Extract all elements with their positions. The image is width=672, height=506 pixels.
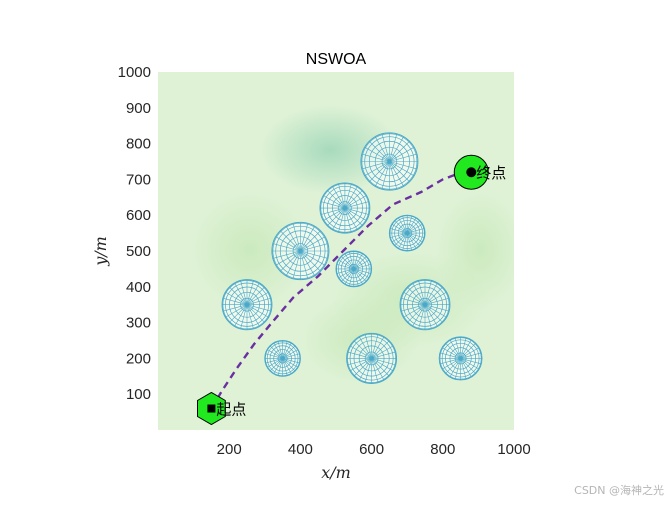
goal-marker: [453, 154, 489, 190]
obstacle-sphere: [346, 332, 398, 384]
goal-point: [466, 167, 477, 178]
x-tick-label: 200: [217, 441, 242, 458]
x-tick-label: 400: [288, 441, 313, 458]
y-axis-ticks: 100 200 300 400 500 600 700 800 900 1000: [118, 64, 151, 403]
y-tick-label: 400: [126, 279, 151, 296]
y-tick-label: 100: [126, 386, 151, 403]
x-tick-label: 800: [430, 441, 455, 458]
x-tick-label: 600: [359, 441, 384, 458]
obstacle-sphere: [221, 279, 273, 331]
chart-title: NSWOA: [306, 51, 367, 68]
y-tick-label: 200: [126, 350, 151, 367]
start-point: [207, 404, 216, 413]
y-tick-label: 300: [126, 315, 151, 332]
obstacle-sphere: [388, 214, 426, 252]
obstacle-sphere: [335, 250, 373, 288]
obstacle-sphere: [271, 221, 330, 281]
obstacle-sphere: [360, 132, 419, 191]
obstacle-sphere: [438, 336, 483, 381]
goal-label: 终点: [476, 164, 506, 182]
start-label: 起点: [216, 401, 246, 419]
y-axis-label: y/m: [91, 236, 110, 267]
plot-area: 起点 终点: [158, 72, 514, 430]
obstacle-layer: [221, 132, 483, 384]
x-tick-label: 1000: [497, 441, 530, 458]
obstacle-sphere: [319, 182, 371, 234]
planned-path: [210, 171, 472, 410]
obstacle-sphere: [399, 279, 451, 331]
y-tick-label: 800: [126, 136, 151, 153]
y-tick-label: 700: [126, 171, 151, 188]
y-tick-label: 500: [126, 243, 151, 260]
obstacle-sphere: [264, 340, 301, 377]
y-tick-label: 1000: [118, 64, 151, 81]
watermark: CSDN @海神之光: [574, 484, 664, 497]
x-axis-label: x/m: [321, 463, 351, 482]
y-tick-label: 600: [126, 207, 151, 224]
y-tick-label: 900: [126, 100, 151, 117]
start-marker: [197, 391, 226, 426]
x-axis-ticks: 200 400 600 800 1000: [217, 441, 531, 458]
